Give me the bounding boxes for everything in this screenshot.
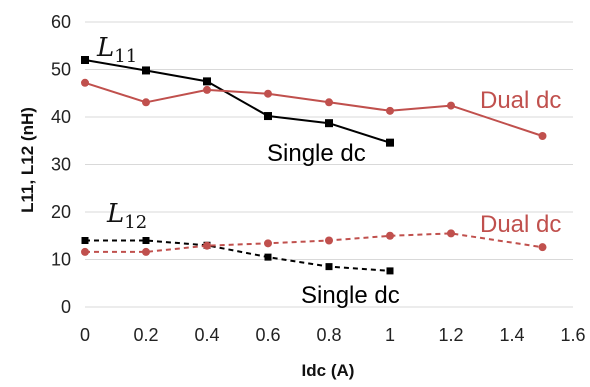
annotation-l12-sub: 12 bbox=[124, 212, 147, 233]
point-l11-dual-5 bbox=[386, 106, 394, 115]
y-tick-label-0: 0 bbox=[61, 297, 71, 317]
annotation-l12-base: L bbox=[106, 199, 124, 229]
series-lines bbox=[84, 59, 543, 272]
y-tick-label-40: 40 bbox=[51, 107, 71, 127]
point-l12-dual-1 bbox=[142, 247, 150, 256]
series-line-l12-single bbox=[85, 239, 391, 272]
y-tick-label-50: 50 bbox=[51, 60, 71, 80]
x-tick-label-0-2: 0.2 bbox=[133, 325, 158, 345]
series-line-l12-dual bbox=[85, 232, 543, 253]
x-tick-label-0-4: 0.4 bbox=[194, 325, 219, 345]
annotation-single-dc-upper: Single dc bbox=[267, 140, 366, 167]
point-l12-single-3 bbox=[264, 253, 272, 261]
y-tick-label-10: 10 bbox=[51, 250, 71, 270]
point-l11-dual-7 bbox=[538, 132, 547, 140]
point-l12-single-1 bbox=[142, 237, 150, 244]
point-l11-single-2 bbox=[203, 77, 211, 86]
point-l12-single-0 bbox=[81, 237, 89, 244]
point-l12-dual-6 bbox=[447, 229, 455, 238]
series-markers bbox=[81, 56, 547, 275]
annotation-l12: L12 bbox=[106, 199, 147, 233]
y-tick-label-60: 60 bbox=[51, 12, 71, 32]
point-l12-dual-3 bbox=[264, 239, 272, 248]
point-l12-single-4 bbox=[325, 263, 333, 271]
x-tick-label-0-8: 0.8 bbox=[316, 325, 341, 345]
series-line-l11-dual bbox=[84, 81, 543, 137]
point-l11-dual-1 bbox=[142, 98, 150, 107]
x-tick-label-1: 1 bbox=[385, 325, 395, 345]
point-l11-dual-4 bbox=[325, 98, 333, 107]
point-l12-single-5 bbox=[386, 267, 394, 275]
y-axis-title: L11, L12 (nH) bbox=[18, 107, 37, 213]
x-tick-labels: 0 0.2 0.4 0.6 0.8 1 1.2 1.4 1.6 bbox=[80, 325, 586, 345]
point-l11-single-4 bbox=[325, 119, 333, 128]
y-tick-label-30: 30 bbox=[51, 155, 71, 175]
point-l12-dual-2 bbox=[203, 241, 211, 250]
annotation-l11-sub: 11 bbox=[114, 46, 137, 67]
point-l12-dual-4 bbox=[325, 236, 333, 245]
point-l11-single-5 bbox=[386, 138, 394, 147]
point-l11-dual-2 bbox=[203, 85, 211, 94]
point-l11-dual-3 bbox=[264, 89, 272, 98]
series-line-l11-single bbox=[84, 59, 391, 144]
y-tick-label-20: 20 bbox=[51, 202, 71, 222]
x-axis-title: Idc (A) bbox=[302, 361, 355, 380]
x-tick-label-1-2: 1.2 bbox=[438, 325, 463, 345]
point-l12-dual-7 bbox=[538, 243, 547, 252]
point-l11-dual-0 bbox=[81, 78, 89, 87]
x-tick-label-1-4: 1.4 bbox=[499, 325, 524, 345]
point-l11-single-0 bbox=[81, 56, 89, 64]
point-l11-single-1 bbox=[142, 66, 150, 75]
annotation-dual-dc-upper: Dual dc bbox=[480, 87, 561, 114]
y-tick-labels: 0 10 20 30 40 50 60 bbox=[51, 12, 71, 317]
point-l11-dual-6 bbox=[447, 101, 455, 110]
x-tick-label-1-6: 1.6 bbox=[560, 325, 585, 345]
point-l11-single-3 bbox=[264, 112, 272, 121]
grid-lines bbox=[85, 21, 573, 308]
point-l12-dual-0 bbox=[81, 247, 89, 256]
x-tick-label-0-6: 0.6 bbox=[255, 325, 280, 345]
annotation-single-dc-lower: Single dc bbox=[301, 282, 400, 309]
annotation-l11: L11 bbox=[96, 33, 137, 67]
annotation-dual-dc-lower: Dual dc bbox=[480, 211, 561, 238]
point-l12-dual-5 bbox=[386, 231, 394, 240]
x-tick-label-0: 0 bbox=[80, 325, 90, 345]
annotation-l11-base: L bbox=[96, 33, 114, 63]
